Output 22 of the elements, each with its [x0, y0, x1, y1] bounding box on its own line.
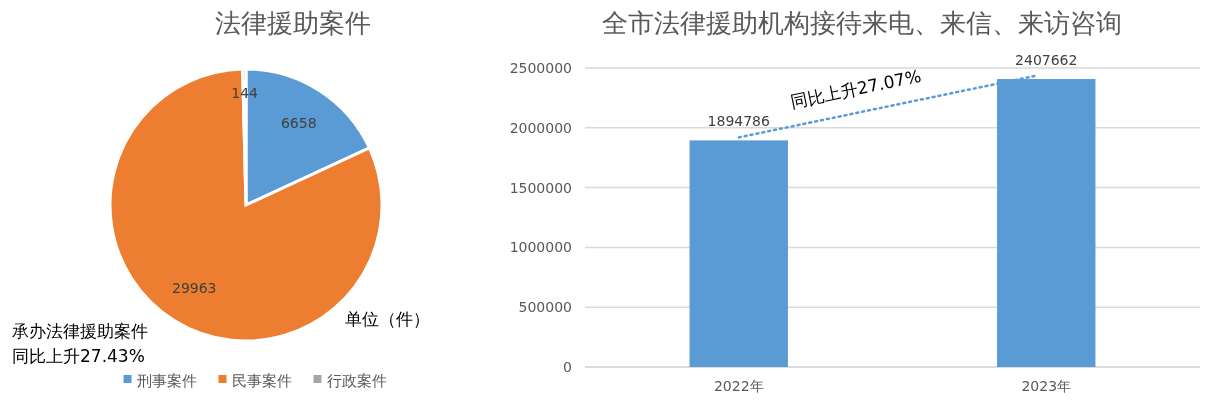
data-label: 144 [231, 85, 259, 102]
chart-title: 全市法律援助机构接待来电、来信、来访咨询 [602, 8, 1122, 38]
y-tick-label: 1500000 [509, 179, 572, 196]
data-label: 6658 [280, 114, 317, 131]
y-tick-label: 2000000 [509, 119, 572, 136]
text: 同比上升27.43% [12, 346, 145, 366]
legend-label: 行政案件 [326, 372, 387, 390]
chart-title: 法律援助案件 [215, 8, 371, 38]
data-label: 2407662 [1015, 52, 1078, 69]
data-label: 29963 [171, 280, 217, 297]
y-tick-label: 0 [563, 359, 572, 375]
text: 承办法律援助案件 [12, 321, 148, 341]
x-tick-label: 2022年 [713, 378, 764, 394]
legend-label: 刑事案件 [136, 372, 197, 390]
y-tick-label: 500000 [518, 299, 572, 316]
legend-label: 民事案件 [231, 372, 292, 390]
x-tick-label: 2023年 [1021, 378, 1072, 394]
y-tick-label: 1000000 [509, 239, 572, 256]
data-label: 1894786 [707, 113, 771, 130]
annotation: 同比上升27.07% [788, 65, 923, 113]
text: 单位（件） [345, 309, 430, 329]
y-tick-label: 2500000 [509, 60, 572, 76]
